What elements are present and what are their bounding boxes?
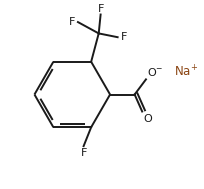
- Text: O: O: [142, 114, 151, 124]
- Text: Na$^{+}$: Na$^{+}$: [173, 64, 197, 79]
- Text: O$^{-}$: O$^{-}$: [146, 67, 163, 78]
- Text: F: F: [120, 32, 126, 42]
- Text: F: F: [97, 4, 103, 14]
- Text: F: F: [68, 17, 75, 27]
- Text: F: F: [80, 148, 86, 158]
